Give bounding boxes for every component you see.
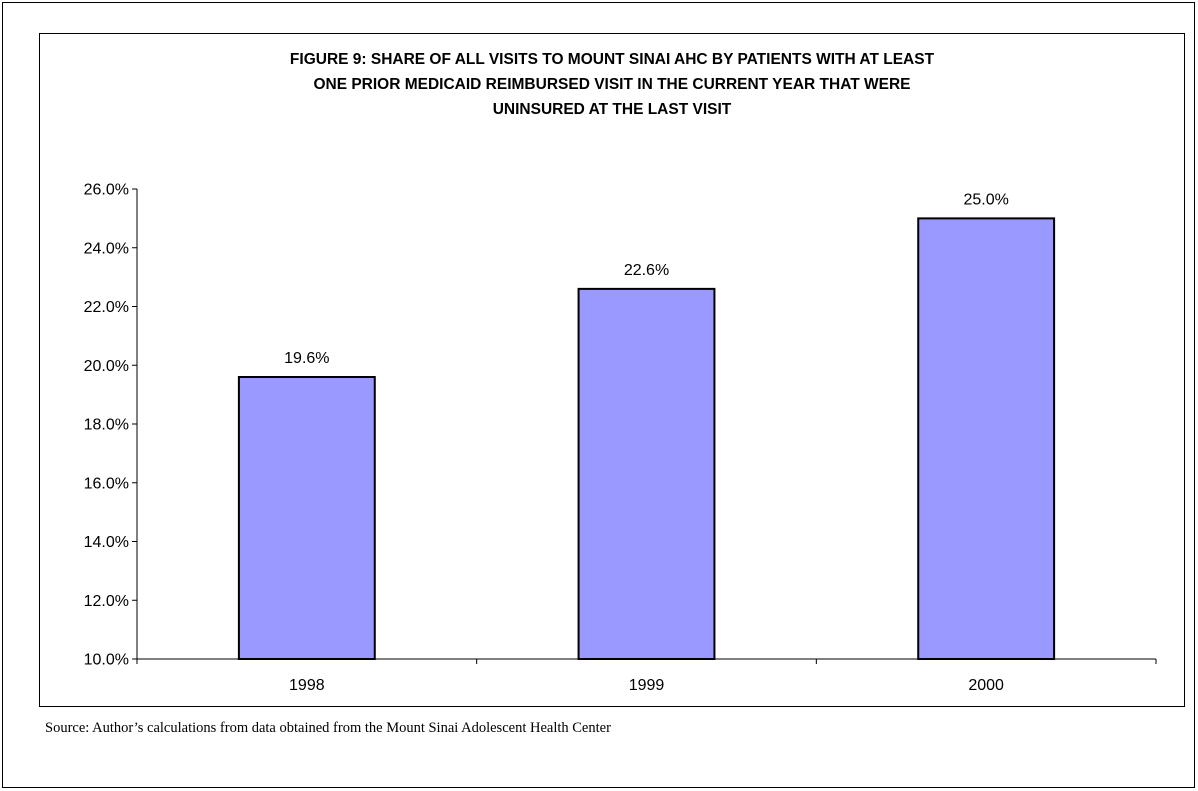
chart-title-line-1: FIGURE 9: SHARE OF ALL VISITS TO MOUNT S… — [289, 51, 935, 68]
y-tick-label: 16.0% — [84, 475, 129, 492]
bar — [577, 287, 716, 660]
y-tick-label: 22.0% — [84, 299, 129, 316]
bar-data-label: 25.0% — [963, 191, 1008, 208]
chart-title-line-2: ONE PRIOR MEDICAID REIMBURSED VISIT IN T… — [313, 76, 911, 93]
chart-area: FIGURE 9: SHARE OF ALL VISITS TO MOUNT S… — [39, 33, 1185, 707]
y-tick-label: 14.0% — [84, 534, 129, 551]
bar — [237, 376, 376, 660]
y-tick-label: 20.0% — [84, 358, 129, 375]
source-note: Source: Author’s calculations from data … — [45, 720, 611, 736]
x-tick-label: 2000 — [968, 677, 1004, 694]
y-tick-label: 18.0% — [84, 417, 129, 434]
chart-title-line-3: UNINSURED AT THE LAST VISIT — [492, 101, 732, 118]
y-tick-label: 26.0% — [84, 182, 129, 199]
y-tick-label: 10.0% — [84, 652, 129, 669]
bar-chart: 10.0% 12.0% 14.0% 16.0% 18.0% 20.0% 22.0% 24.0%… — [84, 182, 1157, 694]
y-tick-label: 12.0% — [84, 593, 129, 610]
y-tick-label: 24.0% — [84, 240, 129, 257]
x-tick-label: 1999 — [629, 677, 665, 694]
bar-data-label: 19.6% — [284, 350, 329, 367]
x-tick-label: 1998 — [289, 677, 325, 694]
bar — [917, 217, 1056, 660]
bar-data-label: 22.6% — [624, 262, 669, 279]
